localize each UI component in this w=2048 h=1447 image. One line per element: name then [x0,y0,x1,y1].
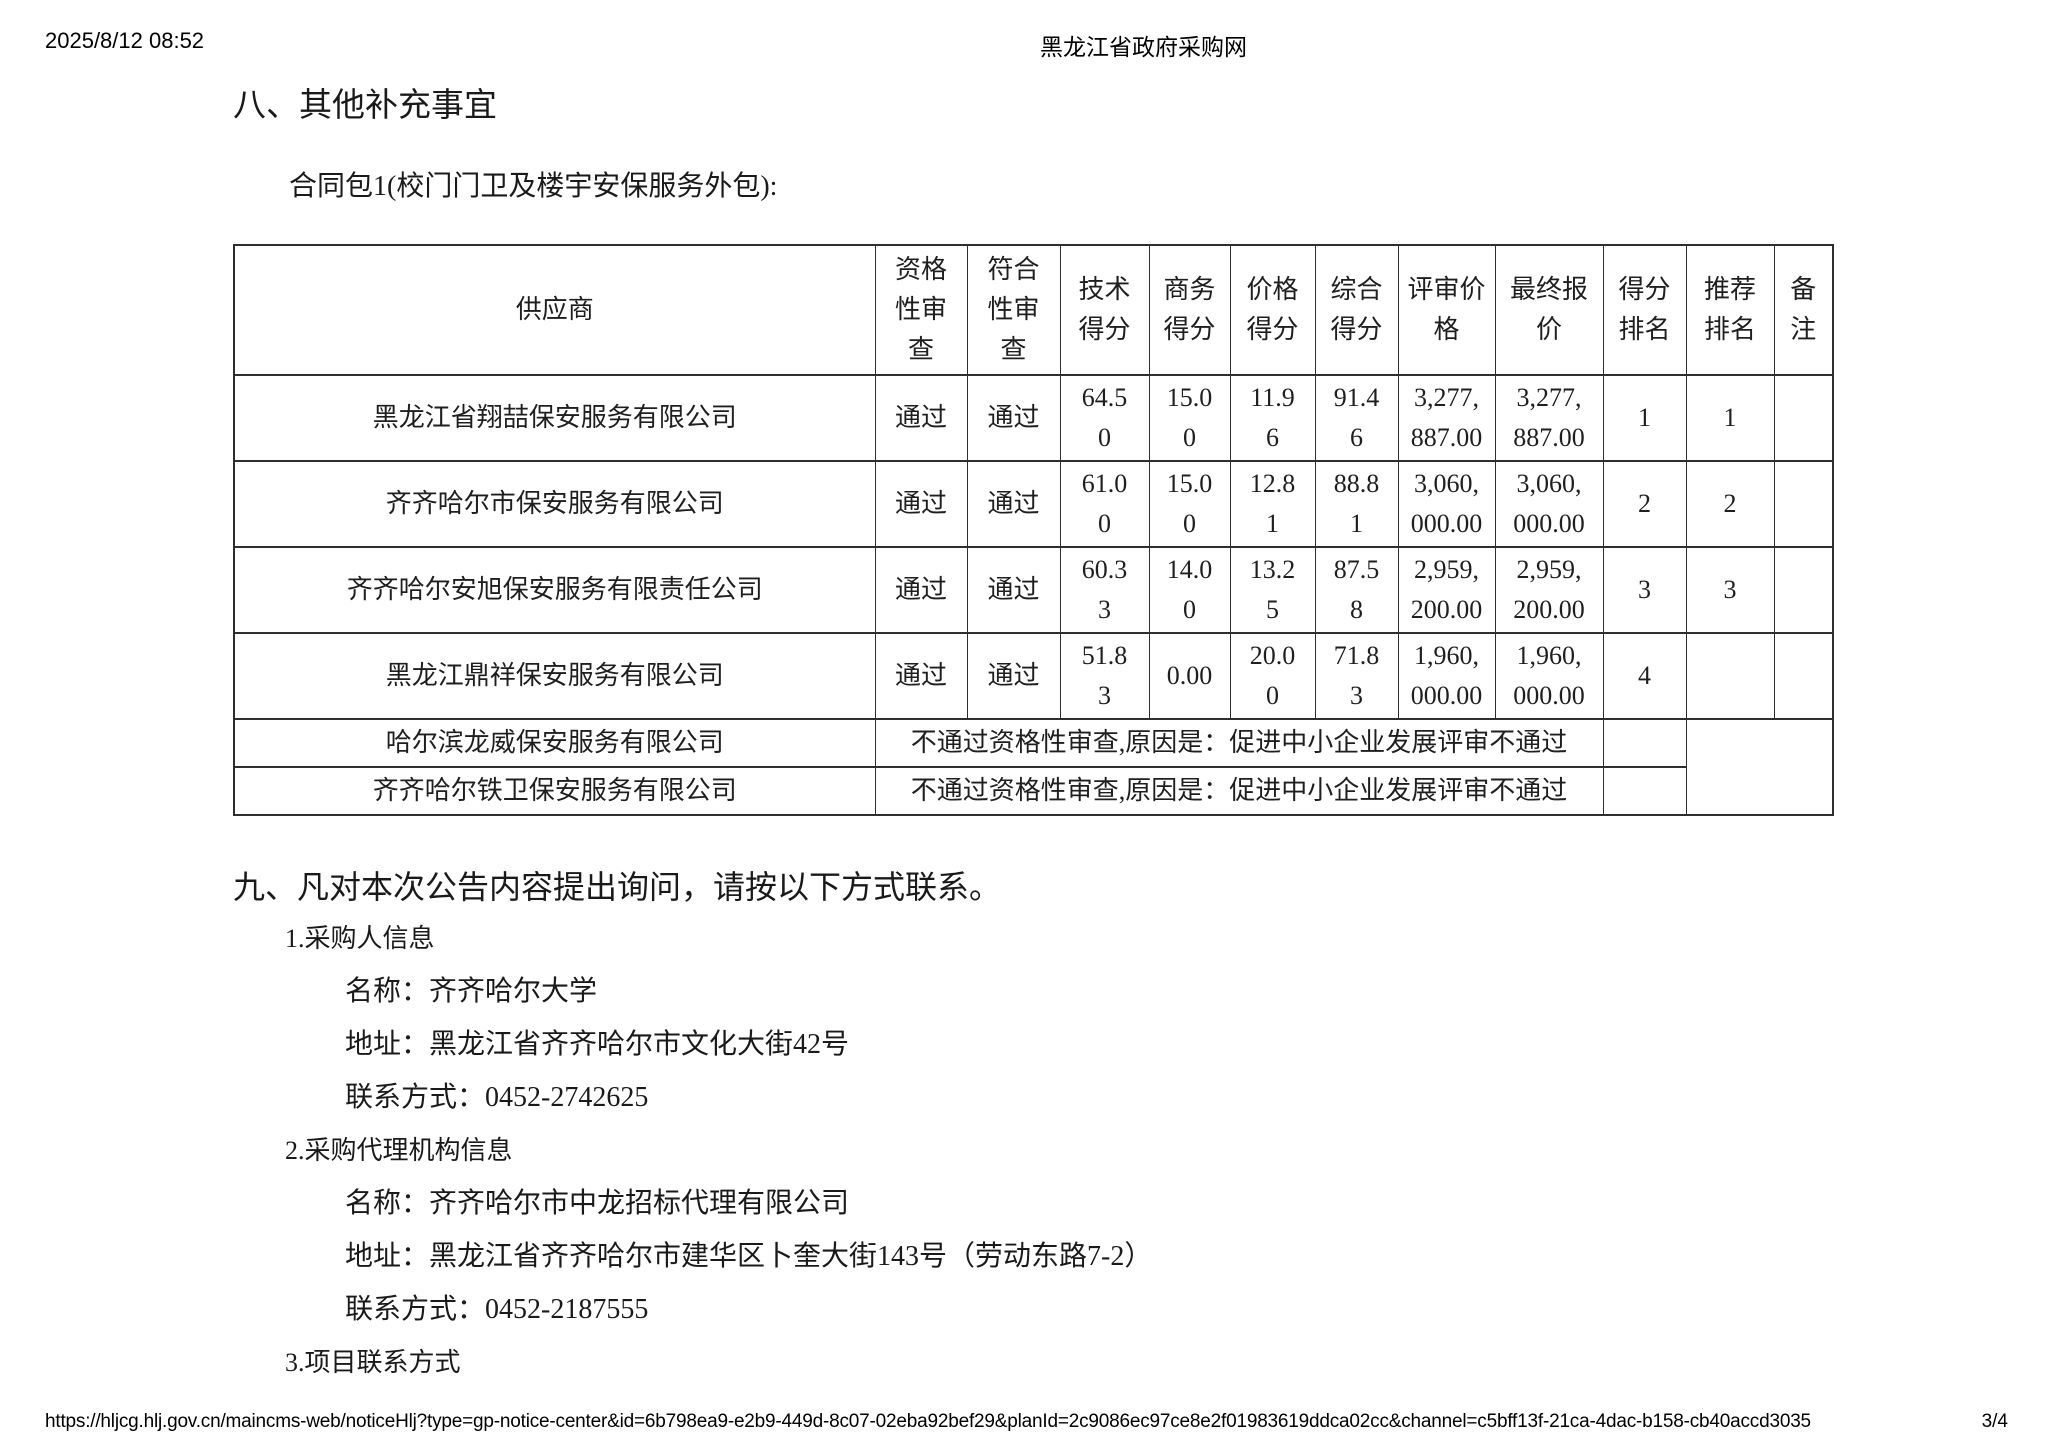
table-row: 黑龙江鼎祥保安服务有限公司 通过 通过 51.8 3 0.00 20.0 0 7… [233,632,1834,720]
final-offer-cell: 1,960, 000.00 [1494,632,1604,720]
recommended-rank-cell: 1 [1685,374,1775,462]
price-score-cell: 12.8 1 [1229,460,1316,548]
header-supplier: 供应商 [233,244,876,376]
recommended-rank-cell: 3 [1685,546,1775,634]
score-rank-cell: 3 [1602,546,1687,634]
remark-cell [1773,374,1834,462]
remark-cell [1773,632,1834,720]
evaluation-table: 供应商 资格 性审 查 符合 性审 查 技术 得分 商务 得分 价格 得分 综合… [233,244,1834,816]
header-conformity-review: 符合 性审 查 [966,244,1061,376]
technical-score-cell: 64.5 0 [1059,374,1150,462]
contact-info: 1.采购人信息 名称：齐齐哈尔大学 地址：黑龙江省齐齐哈尔市文化大街42号 联系… [233,912,1853,1389]
qualification-cell: 通过 [874,632,968,720]
score-rank-cell: 4 [1602,632,1687,720]
final-offer-cell: 3,060, 000.00 [1494,460,1604,548]
merged-empty-cell [1685,718,1834,816]
footer-url: https://hljcg.hlj.gov.cn/maincms-web/not… [45,1411,1811,1432]
business-score-cell: 15.0 0 [1148,460,1231,548]
review-price-cell: 1,960, 000.00 [1397,632,1496,720]
page-number: 3/4 [1981,1411,2008,1432]
print-timestamp: 2025/8/12 08:52 [45,28,205,53]
agency-name: 名称：齐齐哈尔市中龙招标代理有限公司 [345,1188,850,1219]
score-rank-cell [1602,766,1687,816]
header-final-offer: 最终报 价 [1494,244,1604,376]
remark-cell [1773,460,1834,548]
qualification-cell: 通过 [874,460,968,548]
project-contact-title: 3.项目联系方式 [285,1348,461,1377]
technical-score-cell: 61.0 0 [1059,460,1150,548]
business-score-cell: 14.0 0 [1148,546,1231,634]
header-price-score: 价格 得分 [1229,244,1316,376]
print-footer: https://hljcg.hlj.gov.cn/maincms-web/not… [45,1411,2008,1433]
recommended-rank-cell: 2 [1685,460,1775,548]
table-row: 齐齐哈尔市保安服务有限公司 通过 通过 61.0 0 15.0 0 12.8 1… [233,460,1834,548]
supplier-cell: 哈尔滨龙威保安服务有限公司 [233,718,876,768]
header-recommended-rank: 推荐 排名 [1685,244,1775,376]
score-rank-cell: 1 [1602,374,1687,462]
review-price-cell: 3,060, 000.00 [1397,460,1496,548]
site-title: 黑龙江省政府采购网 [1040,34,1247,60]
business-score-cell: 15.0 0 [1148,374,1231,462]
header-qualification-review: 资格 性审 查 [874,244,968,376]
price-score-cell: 20.0 0 [1229,632,1316,720]
supplier-cell: 黑龙江省翔喆保安服务有限公司 [233,374,876,462]
conformity-cell: 通过 [966,546,1061,634]
conformity-cell: 通过 [966,632,1061,720]
header-composite-score: 综合 得分 [1314,244,1399,376]
header-remark: 备 注 [1773,244,1834,376]
conformity-cell: 通过 [966,460,1061,548]
qualification-cell: 通过 [874,546,968,634]
final-offer-cell: 2,959, 200.00 [1494,546,1604,634]
table-row: 黑龙江省翔喆保安服务有限公司 通过 通过 64.5 0 15.0 0 11.9 … [233,374,1834,462]
score-rank-cell [1602,718,1687,768]
purchaser-address: 地址：黑龙江省齐齐哈尔市文化大街42号 [345,1029,850,1060]
composite-score-cell: 91.4 6 [1314,374,1399,462]
package-label: 合同包1(校门门卫及楼宇安保服务外包): [289,171,778,202]
final-offer-cell: 3,277, 887.00 [1494,374,1604,462]
supplier-cell: 齐齐哈尔市保安服务有限公司 [233,460,876,548]
document-body: 八、其他补充事宜 合同包1(校门门卫及楼宇安保服务外包): 供应商 资格 性审 … [233,62,1853,1389]
business-score-cell: 0.00 [1148,632,1231,720]
review-price-cell: 3,277, 887.00 [1397,374,1496,462]
header-technical-score: 技术 得分 [1059,244,1150,376]
conformity-cell: 通过 [966,374,1061,462]
technical-score-cell: 60.3 3 [1059,546,1150,634]
review-price-cell: 2,959, 200.00 [1397,546,1496,634]
remark-cell [1773,546,1834,634]
section8-heading: 八、其他补充事宜 [233,88,497,124]
recommended-rank-cell [1685,632,1775,720]
table-row: 齐齐哈尔安旭保安服务有限责任公司 通过 通过 60.3 3 14.0 0 13.… [233,546,1834,634]
purchaser-contact: 联系方式：0452-2742625 [345,1082,649,1113]
supplier-cell: 齐齐哈尔安旭保安服务有限责任公司 [233,546,876,634]
supplier-cell: 黑龙江鼎祥保安服务有限公司 [233,632,876,720]
rejected-row: 哈尔滨龙威保安服务有限公司 不通过资格性审查,原因是：促进中小企业发展评审不通过 [233,718,1834,816]
purchaser-info-title: 1.采购人信息 [285,924,435,953]
purchaser-name: 名称：齐齐哈尔大学 [345,976,598,1007]
technical-score-cell: 51.8 3 [1059,632,1150,720]
table-header-row: 供应商 资格 性审 查 符合 性审 查 技术 得分 商务 得分 价格 得分 综合… [233,244,1834,376]
price-score-cell: 11.9 6 [1229,374,1316,462]
score-rank-cell: 2 [1602,460,1687,548]
header-score-rank: 得分 排名 [1602,244,1687,376]
composite-score-cell: 87.5 8 [1314,546,1399,634]
section9-heading: 九、凡对本次公告内容提出询问，请按以下方式联系。 [233,869,1002,905]
rejection-reason-cell: 不通过资格性审查,原因是：促进中小企业发展评审不通过 [874,718,1604,768]
agency-contact: 联系方式：0452-2187555 [345,1294,649,1325]
agency-info-title: 2.采购代理机构信息 [285,1136,513,1165]
supplier-cell: 齐齐哈尔铁卫保安服务有限公司 [233,766,876,816]
rejection-reason-cell: 不通过资格性审查,原因是：促进中小企业发展评审不通过 [874,766,1604,816]
agency-address: 地址：黑龙江省齐齐哈尔市建华区卜奎大街143号（劳动东路7-2） [345,1241,1153,1272]
composite-score-cell: 88.8 1 [1314,460,1399,548]
rejected-row: 齐齐哈尔铁卫保安服务有限公司 不通过资格性审查,原因是：促进中小企业发展评审不通… [233,766,1833,816]
composite-score-cell: 71.8 3 [1314,632,1399,720]
price-score-cell: 13.2 5 [1229,546,1316,634]
header-business-score: 商务 得分 [1148,244,1231,376]
qualification-cell: 通过 [874,374,968,462]
header-review-price: 评审价 格 [1397,244,1496,376]
